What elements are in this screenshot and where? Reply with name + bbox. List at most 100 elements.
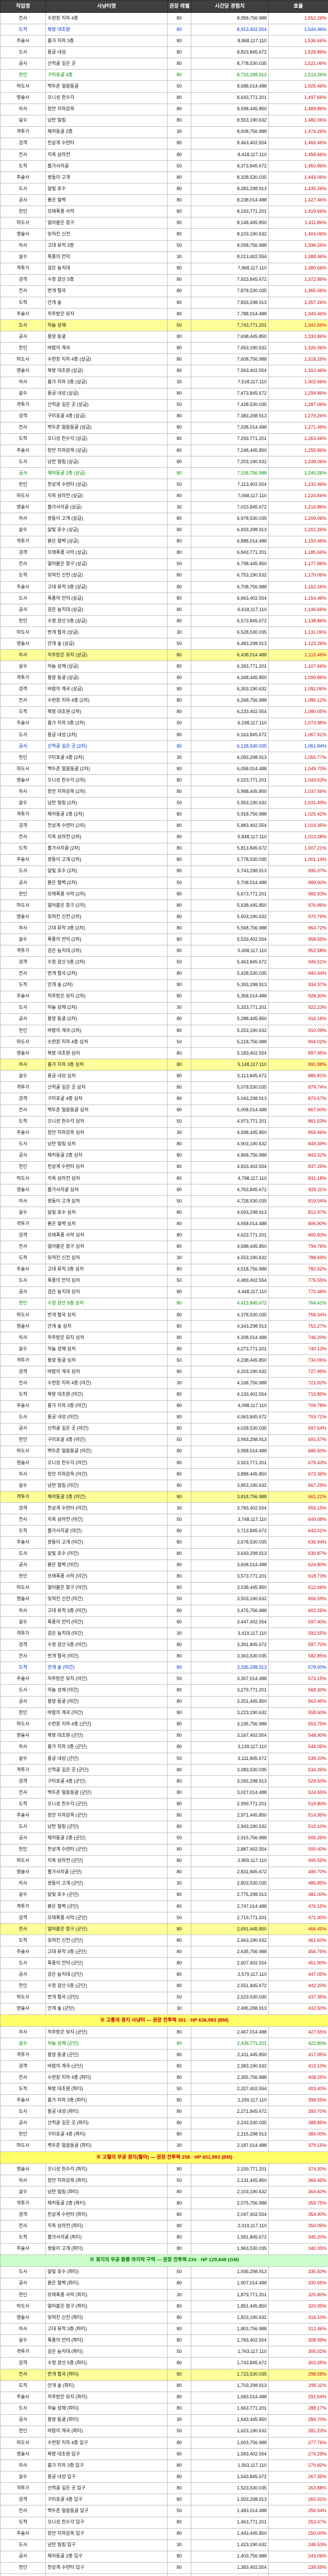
exp-cell: 2,803,530.035: [191, 1877, 269, 1890]
exp-cell: 2,103,190.632: [191, 2186, 269, 2198]
place-cell: 지옥 삼라전 (파티): [45, 2220, 168, 2232]
exp-cell: 4,658,014.488: [191, 1218, 269, 1230]
job-cell: 도적: [0, 2380, 46, 2392]
place-cell: 구미호굴 4층 (군단): [45, 1775, 168, 1788]
efficiency-cell: 1,007.21%: [268, 842, 328, 855]
level-cell: 80: [167, 2038, 191, 2050]
level-cell: 80: [167, 1149, 191, 1162]
efficiency-cell: 442.20%: [268, 1980, 328, 1992]
table-row: 천인 바람의 계곡 (파티) 50 1,623,190.632 281.23%: [0, 2425, 328, 2437]
place-cell: 안개 숲 심처: [45, 1320, 168, 1333]
exp-cell: 7,203,190.632: [191, 456, 269, 468]
job-cell: 도사: [0, 46, 46, 59]
job-cell: 도사: [0, 456, 46, 468]
efficiency-cell: 928.30%: [268, 990, 328, 1003]
job-cell: 격투가: [0, 1081, 46, 1094]
level-cell: 80: [167, 2163, 191, 2176]
exp-cell: 3,055,298.913: [191, 1775, 269, 1788]
table-row: 궁사 산적굴 깊은 곳 (야간) 80 4,028,530.035 697.64%: [0, 1422, 328, 1435]
table-row: 전사 수련장 지하 4층 (야간) 30 4,168,756.988 721.92%: [0, 1377, 328, 1389]
efficiency-cell: 374.30%: [268, 2163, 328, 2176]
place-cell: 잊혀진 신전 심처: [45, 1252, 168, 1264]
place-cell: 천상계 수련터: [45, 137, 168, 149]
place-cell: 잊혀진 신전: [45, 228, 168, 241]
exp-cell: 1,363,117.110: [191, 2573, 269, 2576]
table-row: 주술사 흉가 지하 3층 (2차) 50 6,198,117.110 1,073.98%: [0, 717, 328, 730]
table-row: 영술사 오니성 천수각 (파티) 80 2,159,771.201 374.30%: [0, 2163, 328, 2176]
exp-cell: 2,467,014.488: [191, 2026, 269, 2039]
level-cell: 80: [167, 1161, 191, 1173]
exp-cell: 3,608,014.488: [191, 1559, 269, 1571]
job-cell: 검객: [0, 1502, 46, 1515]
efficiency-cell: 320.95%: [268, 2300, 328, 2313]
job-cell: 살수: [0, 1070, 46, 1082]
job-cell: 도사: [0, 1957, 46, 1970]
table-row: 도사 달빛 호수 80 8,283,298.913 1,435.26%: [0, 183, 328, 195]
level-cell: 80: [167, 1616, 191, 1629]
table-row: 마도사 지옥 삼라전 (상급) 80 7,068,117.110 1,224.66%: [0, 490, 328, 502]
place-cell: 수정 광산 5층: [45, 274, 168, 286]
job-cell: 주술사: [0, 990, 46, 1003]
level-cell: 80: [167, 2243, 191, 2255]
exp-cell: 2,523,530.035: [191, 1991, 269, 2004]
job-cell: 도사: [0, 728, 46, 741]
place-cell: 쌍둥이 고개: [45, 172, 168, 184]
efficiency-cell: 592.55%: [268, 1628, 328, 1640]
table-row: 차사 흉가 지하 3층 (상급) 30 7,518,117.110 1,302.66%: [0, 376, 328, 388]
level-cell: 80: [167, 694, 191, 707]
place-cell: 용궁 내성 (상급): [45, 387, 168, 400]
efficiency-cell: 250.00%: [268, 2528, 328, 2540]
job-cell: 격투가: [0, 2346, 46, 2358]
job-cell: 영술사: [0, 2003, 46, 2015]
level-cell: 80: [167, 1548, 191, 1560]
exp-cell: 1,763,117.110: [191, 2346, 269, 2358]
table-row: 마도사 번개 협곡 심처 80 4,378,530.035 758.34%: [0, 1309, 328, 1321]
table-row: 마도사 번개 협곡 (상급) 30 6,528,530.035 1,131.06%: [0, 626, 328, 639]
job-cell: 도적: [0, 1252, 46, 1264]
job-cell: 전사: [0, 1377, 46, 1389]
efficiency-cell: 1,380.66%: [268, 262, 328, 275]
job-cell: 도사: [0, 1684, 46, 1697]
efficiency-cell: 239.59%: [268, 2562, 328, 2574]
efficiency-cell: 776.55%: [268, 1275, 328, 1287]
place-cell: 해저동굴 2층: [45, 126, 168, 138]
efficiency-cell: 602.25%: [268, 1604, 328, 1617]
place-cell: 남만 밀림 (2차): [45, 797, 168, 809]
exp-cell: 4,623,771.201: [191, 1229, 269, 1242]
place-cell: 지옥 삼라전 심처: [45, 1172, 168, 1185]
job-cell: 차사: [0, 1468, 46, 1481]
efficiency-cell: 721.92%: [268, 1377, 328, 1389]
table-row: 격투가 용암 동굴 심처 50 4,238,445.850 734.06%: [0, 1354, 328, 1367]
level-cell: 50: [167, 717, 191, 730]
job-cell: 전사: [0, 1514, 46, 1526]
exp-cell: 3,363,530.035: [191, 1650, 269, 1663]
table-row: 검객 수정 광산 5층 (파티) 80 1,743,845.672 302.05%: [0, 2357, 328, 2369]
table-row: 전사 수련장 지하 4층 80 8,958,756.988 1,552.26%: [0, 12, 328, 25]
exp-cell: 8,958,756.988: [191, 12, 269, 25]
exp-cell: 5,288,445.850: [191, 1013, 269, 1025]
efficiency-cell: 325.80%: [268, 2289, 328, 2301]
table-row: 전사 얼어붙은 항구 (군단) 80 2,691,445.850 466.45%: [0, 1923, 328, 1936]
efficiency-cell: 764.41%: [268, 1297, 328, 1310]
level-cell: 80: [167, 433, 191, 445]
job-cell: 궁사: [0, 1969, 46, 1981]
table-row: 격투가 해저동굴 2층 (2차) 80 5,918,756.988 1,025.42%: [0, 808, 328, 821]
job-cell: 주술사: [0, 308, 46, 320]
efficiency-cell: 916.16%: [268, 1013, 328, 1025]
place-cell: 수련장 지하 4층 입구: [45, 2436, 168, 2449]
table-row: 영술사 안개 숲 (군단) 30 2,495,298.913 432.50%: [0, 2003, 328, 2015]
place-cell: 불가사리굴 심처: [45, 1184, 168, 1196]
efficiency-cell: 1,025.42%: [268, 808, 328, 821]
level-cell: 80: [167, 1229, 191, 1242]
place-cell: 해저동굴 2층 입구: [45, 2550, 168, 2563]
efficiency-cell: 1,201.26%: [268, 524, 328, 536]
place-cell: 장안 지하감옥 (파티): [45, 2175, 168, 2187]
place-cell: 용궁 내성 심처: [45, 1070, 168, 1082]
job-cell: 도사: [0, 2266, 46, 2278]
place-cell: 바람의 계곡 (야간): [45, 1707, 168, 1719]
exp-cell: 1,463,771.201: [191, 2516, 269, 2529]
job-cell: 영술사: [0, 1320, 46, 1333]
job-cell: 전사: [0, 2368, 46, 2381]
table-row: 격투가 산적굴 깊은 곳 심처 80 5,078,530.035 879.74%: [0, 1081, 328, 1094]
exp-cell: 5,813,845.672: [191, 842, 269, 855]
